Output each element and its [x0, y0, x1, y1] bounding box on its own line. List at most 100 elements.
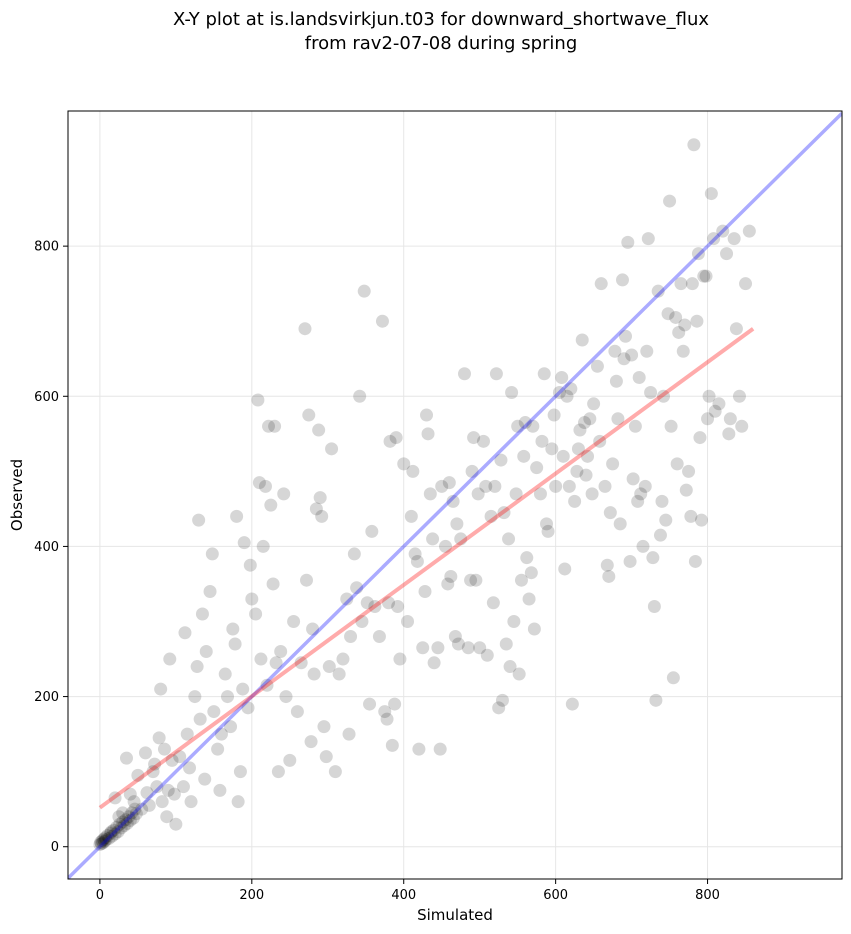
- data-point: [505, 386, 519, 400]
- data-point: [634, 487, 648, 501]
- data-point: [495, 693, 509, 707]
- data-point: [603, 506, 617, 520]
- data-point: [647, 599, 661, 613]
- data-point: [727, 232, 741, 246]
- data-point: [283, 753, 297, 767]
- data-point: [317, 720, 331, 734]
- data-point: [465, 464, 479, 478]
- data-point: [165, 753, 179, 767]
- data-point: [142, 798, 156, 812]
- data-point: [514, 573, 528, 587]
- data-point: [651, 284, 665, 298]
- data-point: [565, 697, 579, 711]
- data-point: [279, 690, 293, 704]
- data-point: [540, 517, 554, 531]
- data-point: [486, 596, 500, 610]
- data-point: [552, 386, 566, 400]
- data-point: [687, 138, 701, 152]
- data-point: [657, 389, 671, 403]
- data-point: [108, 827, 122, 841]
- data-point: [693, 431, 707, 445]
- x-axis-label: Simulated: [417, 906, 493, 924]
- data-point: [190, 660, 204, 674]
- data-point: [389, 431, 403, 445]
- data-point: [353, 389, 367, 403]
- data-point: [431, 641, 445, 655]
- data-point: [679, 483, 693, 497]
- data-point: [426, 532, 440, 546]
- data-point: [300, 573, 314, 587]
- data-point: [150, 780, 164, 794]
- data-point: [570, 464, 584, 478]
- x-tick-label: 600: [543, 888, 568, 903]
- data-point: [391, 599, 405, 613]
- data-point: [450, 517, 464, 531]
- data-point: [573, 423, 587, 437]
- data-point: [621, 235, 635, 249]
- data-point: [735, 419, 749, 433]
- data-point: [564, 382, 578, 396]
- data-point: [107, 823, 121, 837]
- y-tick-label: 0: [51, 840, 59, 855]
- data-point: [694, 513, 708, 527]
- data-point: [669, 310, 683, 324]
- data-point: [492, 701, 506, 715]
- data-point: [385, 738, 399, 752]
- data-point: [307, 667, 321, 681]
- data-point: [98, 831, 112, 845]
- data-point: [587, 397, 601, 411]
- data-point: [312, 423, 326, 437]
- data-point: [262, 419, 276, 433]
- data-point: [226, 622, 240, 636]
- data-point: [294, 656, 308, 670]
- data-point: [325, 442, 339, 456]
- data-point: [526, 419, 540, 433]
- data-point: [507, 614, 521, 628]
- data-point: [712, 397, 726, 411]
- data-point: [332, 667, 346, 681]
- data-point: [100, 828, 114, 842]
- data-point: [256, 539, 270, 553]
- data-point: [245, 592, 259, 606]
- data-point: [439, 539, 453, 553]
- data-point: [509, 487, 523, 501]
- data-point: [418, 584, 432, 598]
- data-point: [116, 815, 130, 829]
- data-point: [328, 765, 342, 779]
- data-point: [433, 742, 447, 756]
- data-point: [401, 614, 415, 628]
- data-point: [221, 690, 235, 704]
- data-point: [590, 359, 604, 373]
- data-point: [623, 554, 637, 568]
- data-point: [520, 551, 534, 565]
- data-point: [484, 509, 498, 523]
- data-point: [119, 751, 133, 765]
- data-point: [720, 247, 734, 261]
- data-point: [110, 820, 124, 834]
- data-point: [254, 652, 268, 666]
- data-point: [344, 630, 358, 644]
- data-point: [555, 371, 569, 385]
- data-point: [494, 453, 508, 467]
- data-point: [105, 829, 119, 843]
- y-tick-label: 200: [34, 690, 59, 705]
- data-point: [203, 584, 217, 598]
- data-point: [581, 449, 595, 463]
- data-point: [146, 765, 160, 779]
- data-point: [697, 269, 711, 283]
- data-point: [678, 318, 692, 332]
- data-point: [383, 434, 397, 448]
- data-point: [342, 727, 356, 741]
- data-point: [530, 461, 544, 475]
- data-point: [104, 825, 118, 839]
- data-point: [659, 513, 673, 527]
- data-point: [423, 487, 437, 501]
- data-point: [739, 277, 753, 291]
- data-point: [167, 787, 181, 801]
- data-point: [666, 671, 680, 685]
- data-point: [178, 626, 192, 640]
- data-point: [183, 761, 197, 775]
- data-point: [249, 607, 263, 621]
- data-point: [176, 780, 190, 794]
